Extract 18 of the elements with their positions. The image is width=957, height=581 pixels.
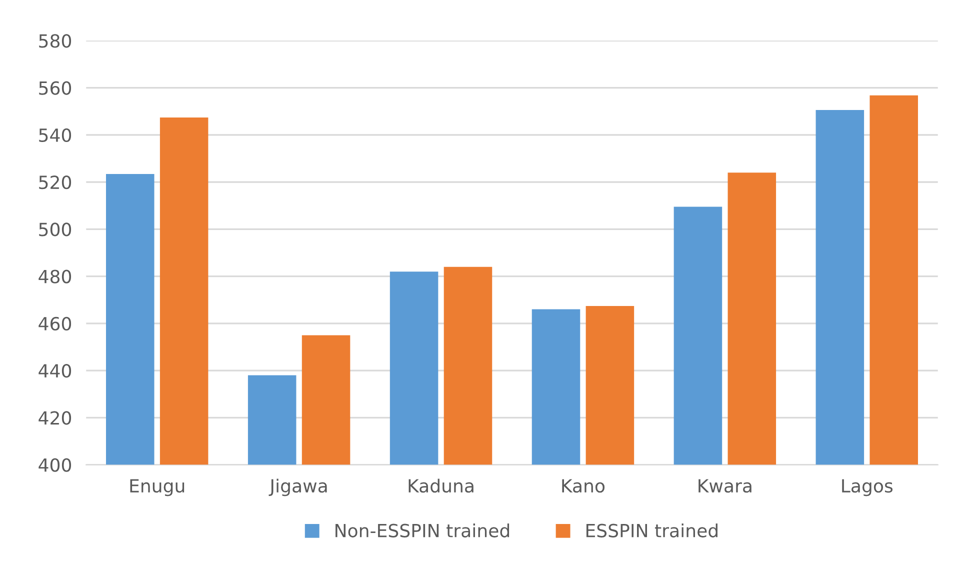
y-tick-label: 400	[38, 458, 72, 472]
y-tick-label: 520	[39, 176, 72, 190]
y-tick-label: 440	[38, 364, 72, 378]
y-tick-label: 560	[39, 81, 72, 95]
x-tick-label: Jigawa	[268, 478, 327, 496]
y-tick-label: 460	[38, 316, 72, 331]
y-tick-label: 580	[39, 34, 72, 48]
x-tick-label: Enugu	[130, 479, 184, 496]
legend-label: Non-ESSPIN trained	[336, 523, 510, 538]
x-tick-label: Kaduna	[408, 478, 474, 493]
y-tick-label: 500	[39, 222, 72, 236]
y-tick-label: 420	[38, 411, 72, 425]
x-tick-label: Kano	[562, 479, 605, 493]
x-tick-label: Lagos	[842, 479, 893, 496]
x-tick-label: Kwara	[698, 479, 752, 493]
y-tick-label: 540	[39, 128, 72, 142]
y-tick-label: 480	[38, 270, 72, 284]
legend-label: ESSPIN trained	[586, 523, 718, 538]
